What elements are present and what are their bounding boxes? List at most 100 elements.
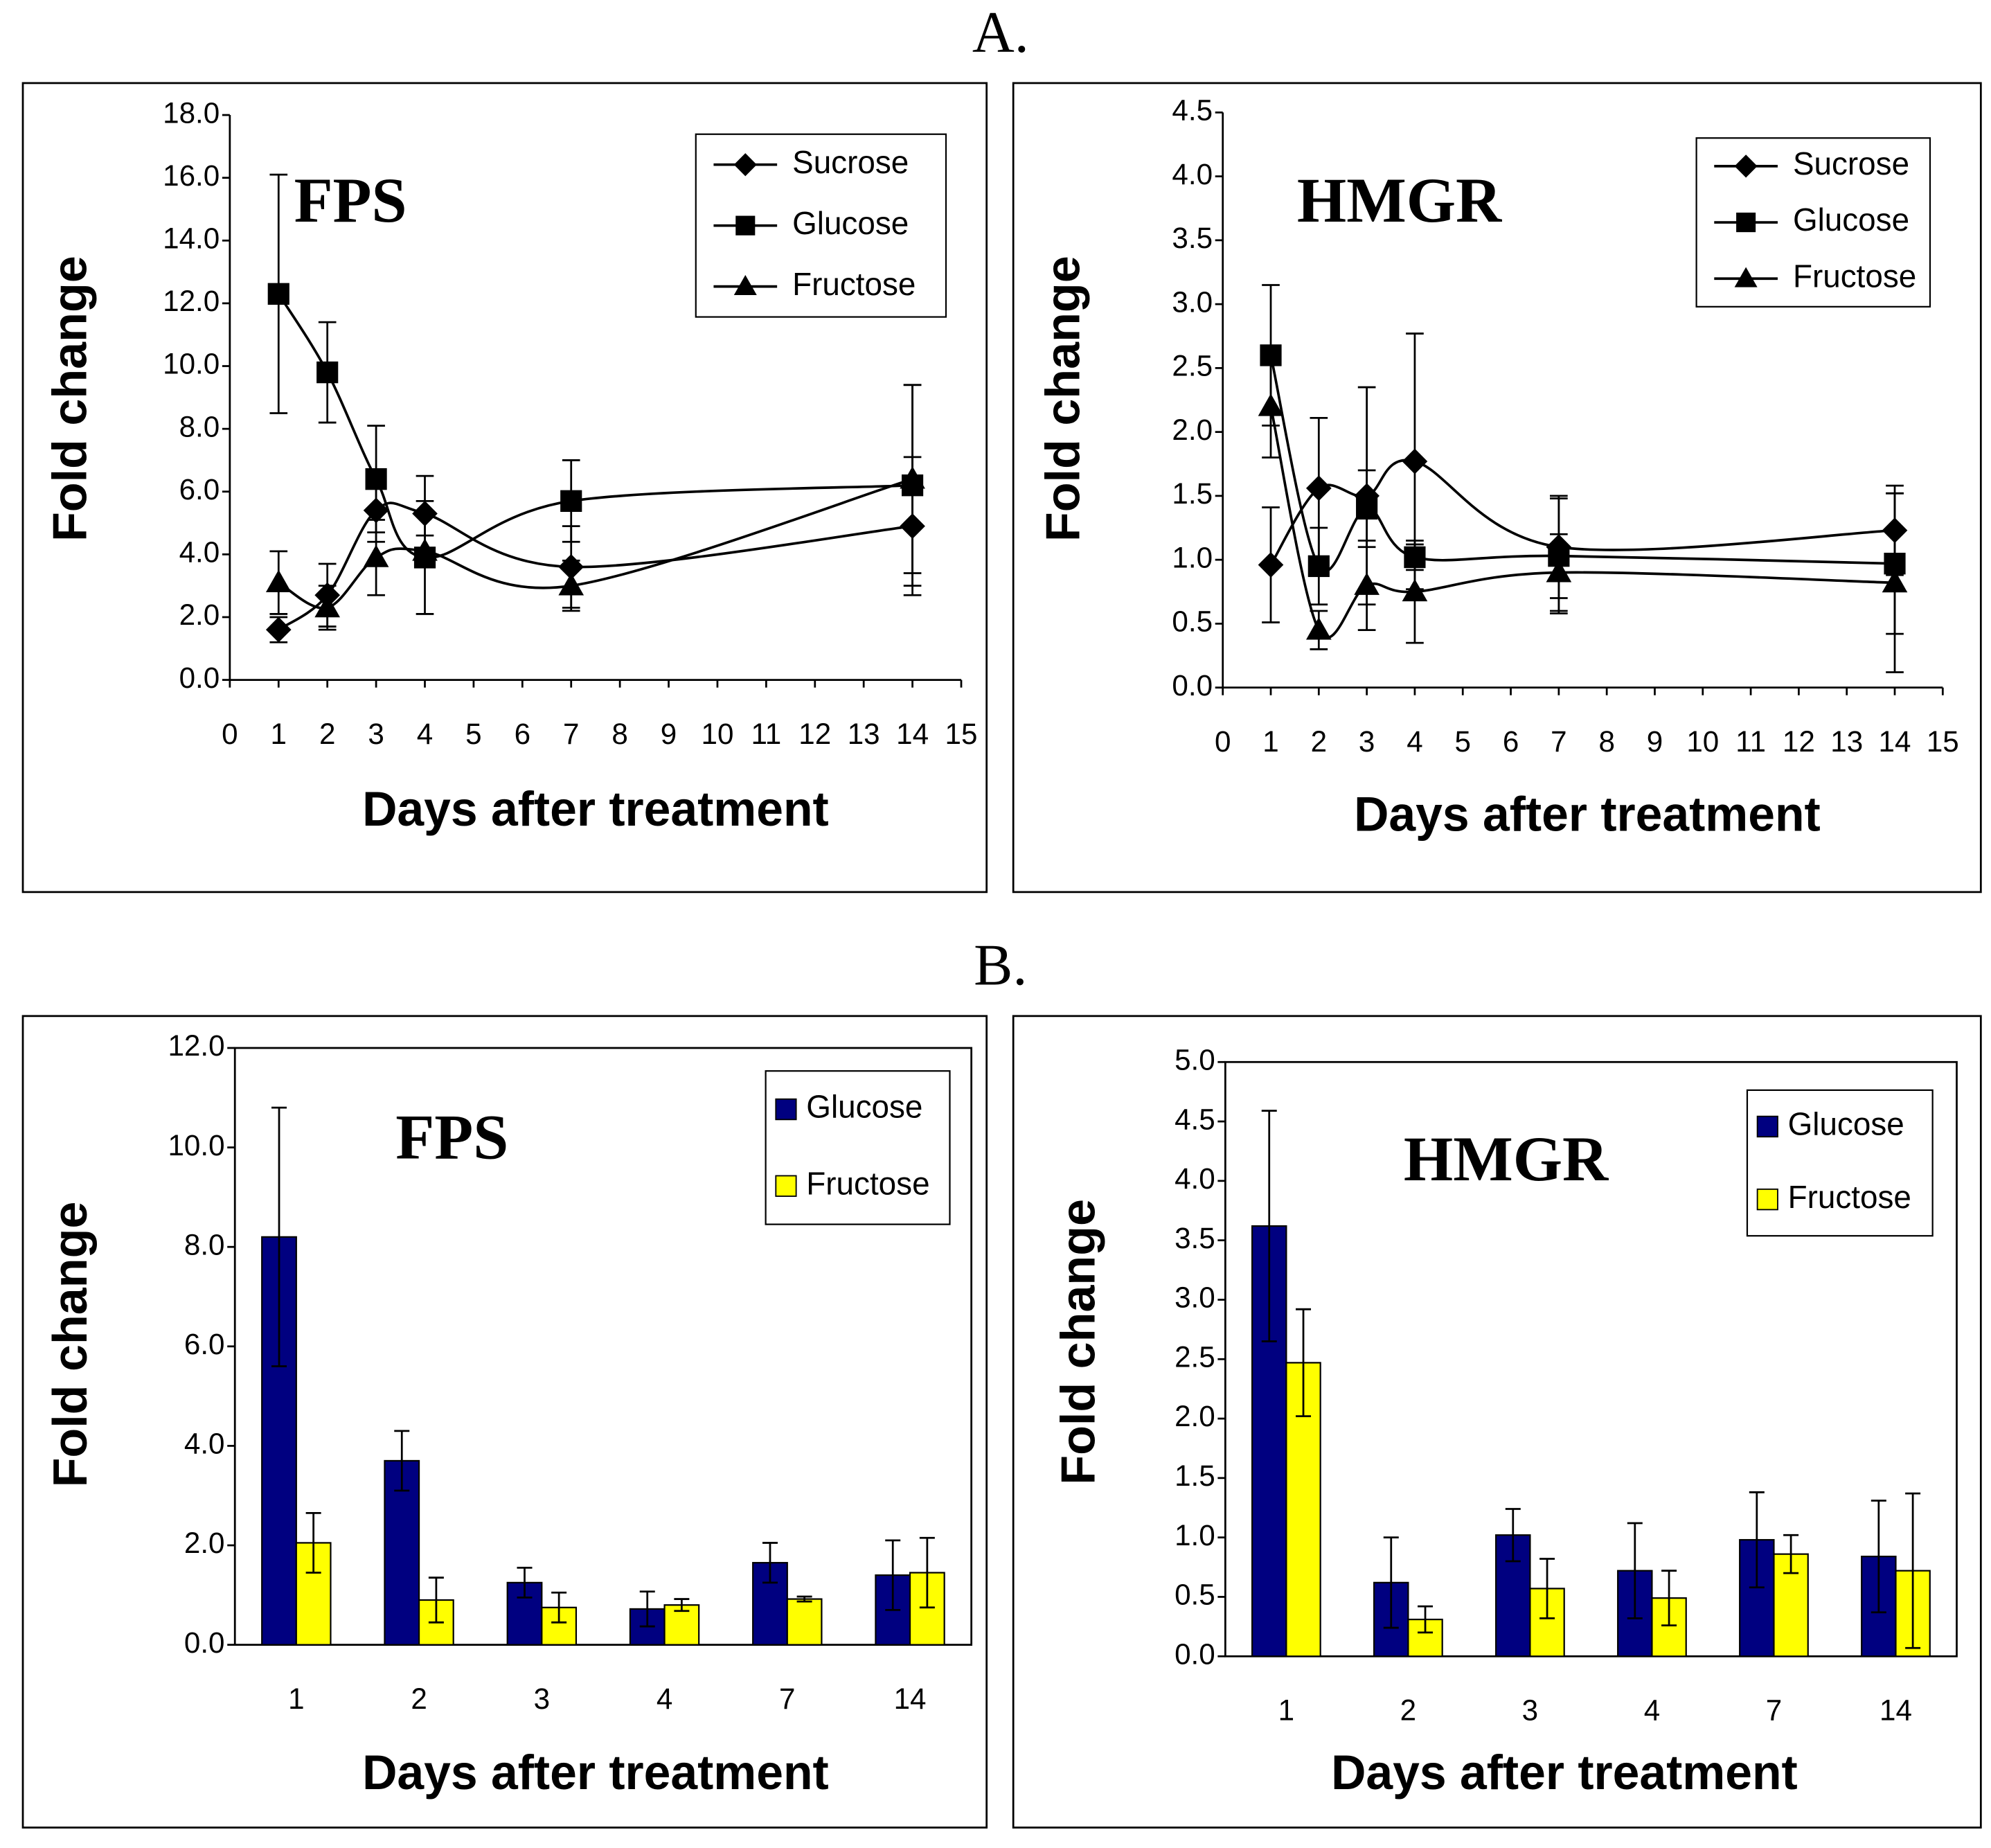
marker	[900, 466, 925, 489]
x-tick-label: 9	[1647, 725, 1663, 758]
panel-label: A.	[972, 1, 1029, 65]
chart-title: HMGR	[1404, 1123, 1609, 1194]
legend-marker	[733, 275, 757, 296]
x-tick-label: 1	[1278, 1694, 1294, 1727]
y-tick-label: 2.5	[1175, 1340, 1215, 1373]
y-tick-label: 10.0	[163, 348, 220, 380]
y-tick-label: 0.5	[1172, 605, 1213, 637]
y-tick-label: 4.0	[184, 1427, 225, 1459]
y-tick-label: 1.5	[1172, 477, 1213, 510]
error-bar	[885, 1539, 901, 1611]
x-tick-label: 14	[1879, 725, 1911, 758]
legend-box	[1746, 1089, 1934, 1237]
series-line	[1269, 406, 1895, 639]
y-tick-label: 4.5	[1175, 1103, 1215, 1135]
error-bar	[1871, 1500, 1886, 1614]
x-tick-label: 3	[1359, 725, 1375, 758]
marker	[1258, 393, 1284, 416]
y-tick-label: 0.0	[184, 1626, 225, 1659]
error-bar	[919, 1536, 935, 1609]
legend-label: Glucose	[1788, 1105, 1904, 1141]
y-tick-label: 18.0	[163, 96, 220, 129]
marker	[412, 538, 438, 561]
error-bar	[1383, 1536, 1399, 1629]
x-tick-label: 2	[411, 1682, 427, 1715]
y-tick-label: 2.0	[1172, 414, 1213, 446]
error-bar	[305, 1511, 321, 1574]
error-bar	[1505, 1508, 1521, 1563]
marker	[314, 594, 341, 618]
x-tick-label: 11	[751, 718, 781, 750]
y-tick-label: 2.0	[179, 598, 220, 631]
x-tick-label: 0	[222, 718, 238, 750]
x-axis-label: Days after treatment	[362, 782, 829, 836]
marker	[1402, 578, 1428, 602]
x-tick-label: 7	[779, 1682, 795, 1715]
x-tick-label: 8	[611, 718, 627, 750]
error-bar	[271, 1106, 287, 1367]
y-tick-label: 8.0	[179, 410, 220, 443]
chart-frame	[1012, 1015, 1982, 1829]
bar	[786, 1598, 823, 1646]
y-tick-label: 2.5	[1172, 349, 1213, 382]
y-tick-label: 8.0	[184, 1228, 225, 1261]
x-tick-label: 2	[1400, 1694, 1416, 1727]
marker	[1258, 552, 1284, 578]
x-tick-label: 13	[848, 718, 880, 750]
y-tick-label: 2.0	[184, 1527, 225, 1559]
series-line	[1269, 355, 1895, 573]
legend-box	[765, 1070, 951, 1225]
error-bar	[1539, 1558, 1555, 1619]
marker	[365, 468, 387, 490]
y-tick-label: 12.0	[163, 285, 220, 317]
x-tick-label: 3	[1522, 1694, 1538, 1727]
marker	[1356, 497, 1378, 520]
x-tick-label: 4	[417, 718, 433, 750]
marker	[558, 573, 584, 596]
legend-marker	[1736, 212, 1756, 233]
x-tick-label: 14	[896, 718, 929, 750]
y-tick-label: 3.5	[1175, 1222, 1215, 1254]
marker	[363, 544, 389, 567]
chart-title: HMGR	[1297, 165, 1503, 236]
y-tick-label: 3.0	[1172, 285, 1213, 318]
legend-swatch	[775, 1098, 797, 1121]
error-bar	[639, 1590, 655, 1628]
legend-label: Glucose	[792, 205, 909, 241]
x-tick-label: 7	[1766, 1694, 1782, 1727]
y-tick-label: 0.0	[1175, 1637, 1215, 1670]
x-tick-label: 8	[1598, 725, 1614, 758]
x-tick-label: 4	[1644, 1694, 1660, 1727]
y-axis-label: Fold change	[43, 1202, 97, 1488]
y-tick-label: 14.0	[163, 222, 220, 254]
error-bar	[1783, 1534, 1799, 1574]
x-tick-label: 7	[1551, 725, 1566, 758]
y-tick-label: 3.0	[1175, 1281, 1215, 1314]
chart-frame	[21, 82, 988, 894]
y-tick-label: 10.0	[168, 1129, 224, 1162]
x-axis-label: Days after treatment	[1331, 1745, 1798, 1800]
error-bar	[551, 1591, 567, 1624]
error-bar	[394, 1430, 410, 1492]
x-tick-label: 11	[1735, 725, 1766, 758]
error-bar	[1661, 1570, 1677, 1627]
legend-label: Glucose	[806, 1089, 922, 1125]
error-bar	[1905, 1492, 1921, 1649]
y-tick-label: 6.0	[184, 1328, 225, 1360]
legend-label: Fructose	[792, 266, 916, 302]
error-bar	[1261, 1110, 1277, 1342]
error-bar	[1627, 1522, 1643, 1619]
error-bar	[1749, 1491, 1765, 1589]
y-tick-label: 0.0	[1172, 669, 1213, 702]
x-tick-label: 14	[894, 1682, 927, 1715]
x-tick-label: 3	[534, 1682, 550, 1715]
y-tick-label: 3.5	[1172, 222, 1213, 254]
marker	[1402, 448, 1428, 474]
y-axis-label: Fold change	[1036, 256, 1090, 542]
x-tick-label: 15	[1927, 725, 1959, 758]
legend-marker	[733, 153, 757, 177]
legend-label: Fructose	[806, 1165, 929, 1201]
x-tick-label: 7	[563, 718, 579, 750]
x-tick-label: 10	[701, 718, 733, 750]
